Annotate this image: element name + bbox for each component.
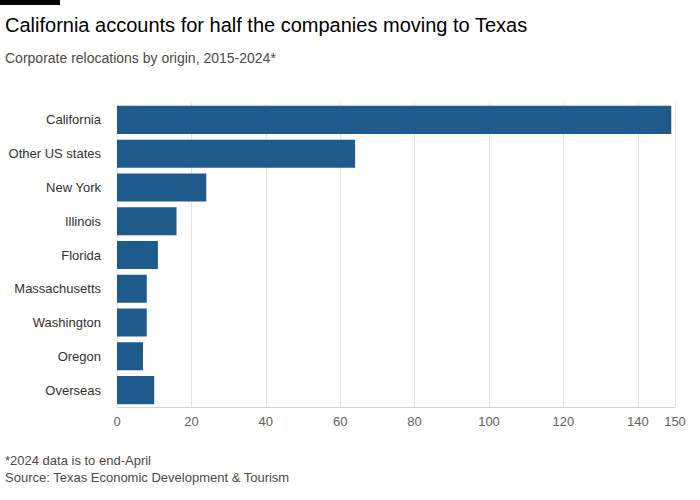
svg-text:Oregon: Oregon <box>58 349 101 364</box>
svg-text:Illinois: Illinois <box>65 214 102 229</box>
svg-text:Other US states: Other US states <box>9 146 102 161</box>
svg-text:California accounts for half t: California accounts for half the compani… <box>5 14 527 36</box>
svg-text:California: California <box>46 112 102 127</box>
svg-text:100: 100 <box>478 414 500 429</box>
svg-text:Washington: Washington <box>33 315 101 330</box>
svg-text:Source: Texas Economic Develop: Source: Texas Economic Development & Tou… <box>5 470 289 485</box>
svg-text:20: 20 <box>184 414 198 429</box>
svg-text:Massachusetts: Massachusetts <box>14 281 101 296</box>
svg-text:150: 150 <box>664 414 686 429</box>
svg-text:140: 140 <box>627 414 649 429</box>
svg-text:0: 0 <box>113 414 120 429</box>
svg-text:120: 120 <box>553 414 575 429</box>
svg-text:Corporate relocations by origi: Corporate relocations by origin, 2015-20… <box>5 50 276 66</box>
svg-text:Overseas: Overseas <box>45 383 101 398</box>
svg-text:60: 60 <box>333 414 347 429</box>
svg-text:Florida: Florida <box>61 248 102 263</box>
svg-text:New York: New York <box>46 180 101 195</box>
svg-text:80: 80 <box>407 414 421 429</box>
svg-text:*2024 data is to end-April: *2024 data is to end-April <box>5 453 151 468</box>
svg-text:40: 40 <box>259 414 273 429</box>
